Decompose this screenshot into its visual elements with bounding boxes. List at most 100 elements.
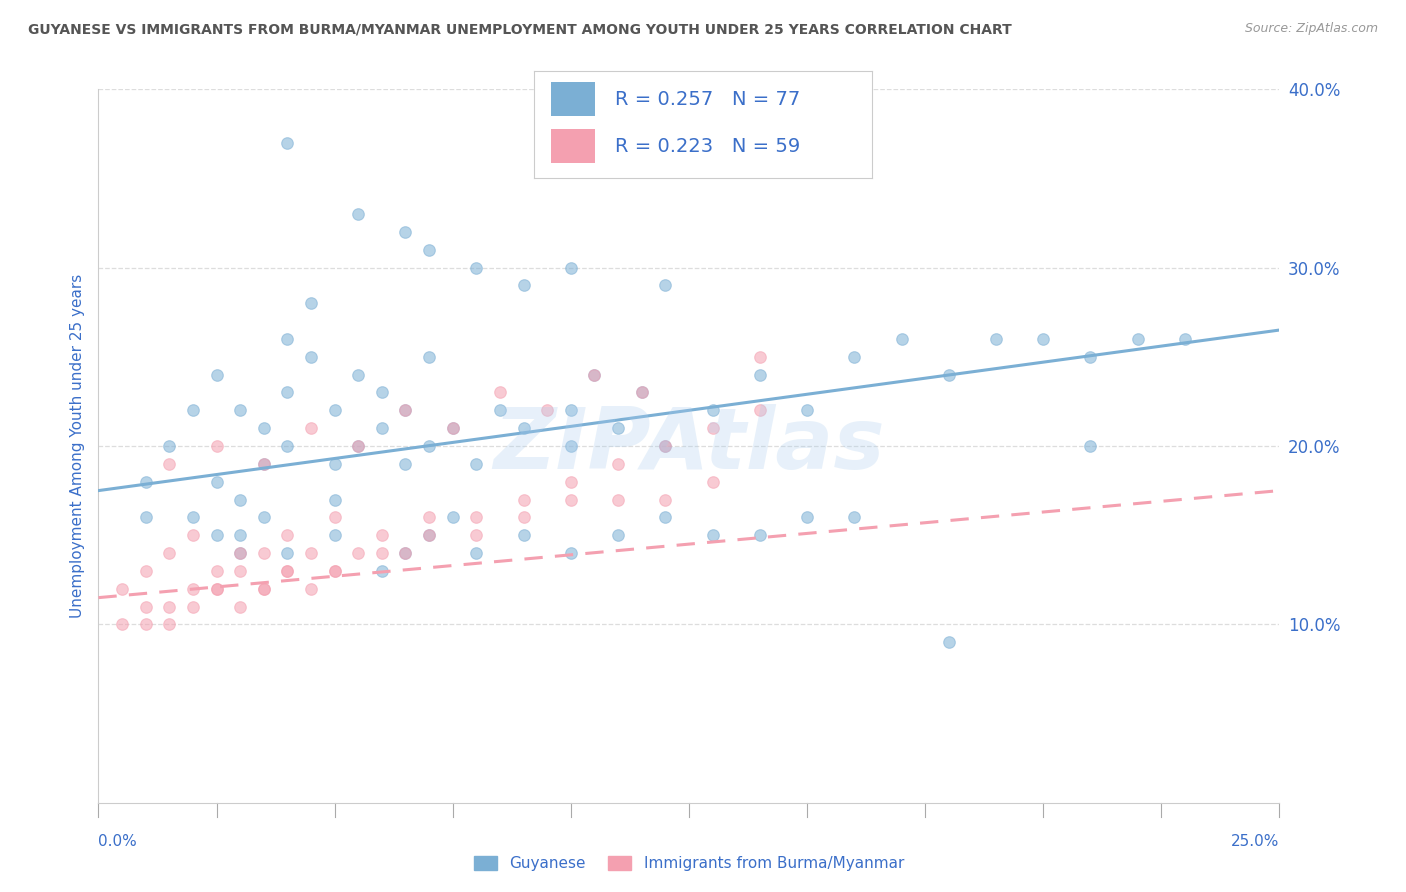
Point (253, 457, 276, 471)
Point (418, 350, 440, 364)
Point (323, 403, 346, 417)
Point (276, 332, 298, 346)
Point (229, 528, 252, 542)
Point (299, 421, 322, 435)
Point (1032, 332, 1054, 346)
Point (299, 546, 322, 560)
Text: 0.0%: 0.0% (98, 834, 138, 849)
Point (299, 350, 322, 364)
Point (229, 564, 252, 578)
Point (702, 403, 724, 417)
Point (371, 385, 394, 400)
Point (157, 439, 180, 453)
Point (607, 421, 630, 435)
Point (229, 599, 252, 614)
Point (702, 475, 724, 489)
Point (111, 617, 134, 632)
Point (276, 564, 298, 578)
Point (323, 510, 346, 524)
Point (111, 582, 134, 596)
Point (205, 582, 228, 596)
Y-axis label: Unemployment Among Youth under 25 years: Unemployment Among Youth under 25 years (69, 274, 84, 618)
Point (418, 528, 440, 542)
Point (229, 492, 252, 507)
Point (276, 564, 298, 578)
Point (371, 528, 394, 542)
Point (489, 385, 512, 400)
Point (299, 296, 322, 310)
Point (607, 528, 630, 542)
Point (512, 510, 534, 524)
Point (205, 564, 228, 578)
Point (135, 599, 157, 614)
Point (253, 457, 276, 471)
Point (253, 546, 276, 560)
Point (347, 439, 370, 453)
Point (465, 457, 488, 471)
Point (654, 278, 676, 293)
Point (748, 368, 770, 382)
Point (1126, 332, 1149, 346)
Point (323, 564, 346, 578)
Point (796, 403, 818, 417)
Bar (551, 82, 595, 116)
Point (583, 368, 606, 382)
Point (654, 439, 676, 453)
Point (299, 582, 322, 596)
Point (1174, 332, 1197, 346)
Point (418, 510, 440, 524)
Point (560, 260, 582, 275)
Text: GUYANESE VS IMMIGRANTS FROM BURMA/MYANMAR UNEMPLOYMENT AMONG YOUTH UNDER 25 YEAR: GUYANESE VS IMMIGRANTS FROM BURMA/MYANMA… (28, 22, 1012, 37)
Point (135, 564, 157, 578)
Point (135, 475, 157, 489)
Point (181, 582, 204, 596)
Point (347, 546, 370, 560)
Point (323, 492, 346, 507)
Point (1080, 439, 1102, 453)
Point (702, 528, 724, 542)
Point (938, 635, 960, 649)
Point (157, 599, 180, 614)
Point (253, 582, 276, 596)
Point (323, 457, 346, 471)
Point (512, 278, 534, 293)
Legend: Guyanese, Immigrants from Burma/Myanmar: Guyanese, Immigrants from Burma/Myanmar (468, 850, 910, 877)
Point (630, 385, 652, 400)
Point (512, 528, 534, 542)
Point (394, 225, 416, 239)
Point (418, 243, 440, 257)
Point (465, 528, 488, 542)
Point (276, 439, 298, 453)
Point (276, 546, 298, 560)
Point (654, 492, 676, 507)
Point (205, 582, 228, 596)
Point (135, 617, 157, 632)
Text: R = 0.223   N = 59: R = 0.223 N = 59 (616, 136, 800, 156)
Point (984, 332, 1007, 346)
Point (441, 421, 464, 435)
Text: 25.0%: 25.0% (1232, 834, 1279, 849)
Point (394, 403, 416, 417)
Point (512, 421, 534, 435)
Point (205, 439, 228, 453)
Point (583, 368, 606, 382)
Point (347, 439, 370, 453)
Point (253, 421, 276, 435)
Point (844, 350, 866, 364)
Point (371, 421, 394, 435)
Point (394, 457, 416, 471)
Point (181, 599, 204, 614)
Point (560, 475, 582, 489)
Point (347, 207, 370, 221)
Point (1080, 350, 1102, 364)
Point (512, 492, 534, 507)
Point (276, 528, 298, 542)
Point (560, 546, 582, 560)
Point (465, 510, 488, 524)
Bar (551, 129, 595, 163)
Point (748, 528, 770, 542)
Point (229, 403, 252, 417)
Point (323, 564, 346, 578)
Point (560, 439, 582, 453)
Point (205, 368, 228, 382)
